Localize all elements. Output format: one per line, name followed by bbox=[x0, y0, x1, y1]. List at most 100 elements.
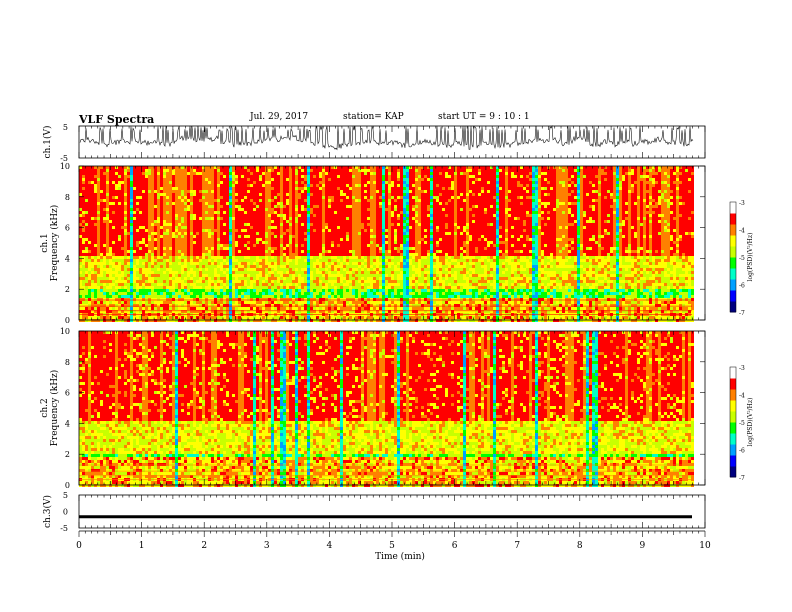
spectrogram-cell bbox=[211, 211, 214, 214]
spectrogram-cell bbox=[334, 178, 337, 181]
spectrogram-cell bbox=[265, 292, 268, 295]
spectrogram-cell bbox=[208, 265, 211, 268]
spectrogram-cell bbox=[226, 280, 229, 283]
spectrogram-cell bbox=[247, 199, 250, 202]
spectrogram-cell bbox=[100, 301, 103, 304]
spectrogram-cell bbox=[301, 250, 304, 253]
spectrogram-cell bbox=[325, 283, 328, 286]
spectrogram-cell bbox=[337, 316, 340, 319]
spectrogram-cell bbox=[88, 271, 91, 274]
spectrogram-cell bbox=[187, 244, 190, 247]
spectrogram-cell bbox=[232, 244, 235, 247]
spectrogram-cell bbox=[100, 259, 103, 262]
spectrogram-cell bbox=[97, 295, 100, 298]
spectrogram-cell bbox=[136, 202, 139, 205]
spectrogram-cell bbox=[229, 256, 232, 259]
spectrogram-cell bbox=[181, 259, 184, 262]
spectrogram-cell bbox=[283, 190, 286, 193]
spectrogram-cell bbox=[328, 319, 331, 322]
spectrogram-cell bbox=[205, 319, 208, 322]
spectrogram-cell bbox=[199, 220, 202, 223]
spectrogram-cell bbox=[160, 250, 163, 253]
spectrogram-cell bbox=[286, 244, 289, 247]
spectrogram-cell bbox=[304, 172, 307, 175]
spectrogram-cell bbox=[265, 310, 268, 313]
spectrogram-cell bbox=[109, 280, 112, 283]
spectrogram-cell bbox=[106, 223, 109, 226]
spectrogram-cell bbox=[187, 184, 190, 187]
spectrogram-cell bbox=[118, 310, 121, 313]
spectrogram-cell bbox=[124, 181, 127, 184]
spectrogram-cell bbox=[205, 316, 208, 319]
spectrogram-cell bbox=[256, 289, 259, 292]
spectrogram-cell bbox=[151, 289, 154, 292]
spectrogram-cell bbox=[313, 223, 316, 226]
spectrogram-cell bbox=[337, 187, 340, 190]
spectrogram-cell bbox=[343, 232, 346, 235]
spectrogram-cell bbox=[199, 274, 202, 277]
spectrogram-cell bbox=[244, 229, 247, 232]
spectrogram-cell bbox=[121, 184, 124, 187]
spectrogram-cell bbox=[148, 193, 151, 196]
spectrogram-cell bbox=[112, 283, 115, 286]
spectrogram-cell bbox=[229, 184, 232, 187]
spectrogram-cell bbox=[328, 265, 331, 268]
spectrogram-cell bbox=[337, 289, 340, 292]
spectrogram-cell bbox=[127, 229, 130, 232]
spectrogram-cell bbox=[163, 307, 166, 310]
spectrogram-cell bbox=[250, 256, 253, 259]
spectrogram-cell bbox=[79, 301, 82, 304]
spectrogram-cell bbox=[283, 175, 286, 178]
spectrogram-cell bbox=[91, 289, 94, 292]
spectrogram-cell bbox=[214, 262, 217, 265]
spectrogram-cell bbox=[283, 265, 286, 268]
spectrogram-cell bbox=[241, 301, 244, 304]
spectrogram-cell bbox=[295, 268, 298, 271]
spectrogram-cell bbox=[85, 280, 88, 283]
spectrogram-cell bbox=[169, 298, 172, 301]
spectrogram-cell bbox=[85, 274, 88, 277]
spectrogram-cell bbox=[307, 235, 310, 238]
spectrogram-cell bbox=[247, 208, 250, 211]
spectrogram-cell bbox=[172, 190, 175, 193]
spectrogram-cell bbox=[328, 214, 331, 217]
spectrogram-cell bbox=[106, 253, 109, 256]
spectrogram-cell bbox=[325, 319, 328, 322]
spectrogram-cell bbox=[346, 193, 349, 196]
spectrogram-cell bbox=[298, 268, 301, 271]
spectrogram-cell bbox=[193, 256, 196, 259]
spectrogram-cell bbox=[190, 175, 193, 178]
spectrogram-cell bbox=[304, 196, 307, 199]
spectrogram-cell bbox=[244, 211, 247, 214]
spectrogram-cell bbox=[307, 316, 310, 319]
spectrogram-cell bbox=[106, 310, 109, 313]
spectrogram-cell bbox=[115, 256, 118, 259]
spectrogram-cell bbox=[82, 241, 85, 244]
spectrogram-cell bbox=[79, 310, 82, 313]
spectrogram-cell bbox=[265, 235, 268, 238]
spectrogram-cell bbox=[226, 184, 229, 187]
spectrogram-cell bbox=[229, 244, 232, 247]
spectrogram-cell bbox=[88, 301, 91, 304]
spectrogram-cell bbox=[148, 223, 151, 226]
spectrogram-cell bbox=[346, 175, 349, 178]
spectrogram-cell bbox=[325, 199, 328, 202]
spectrogram-cell bbox=[235, 184, 238, 187]
spectrogram-cell bbox=[289, 292, 292, 295]
spectrogram-cell bbox=[124, 298, 127, 301]
spectrogram-cell bbox=[343, 316, 346, 319]
spectrogram-cell bbox=[328, 175, 331, 178]
spectrogram-cell bbox=[103, 316, 106, 319]
spectrogram-cell bbox=[274, 184, 277, 187]
spectrogram-cell bbox=[199, 316, 202, 319]
spectrogram-cell bbox=[172, 253, 175, 256]
spectrogram-cell bbox=[247, 280, 250, 283]
spectrogram-cell bbox=[223, 220, 226, 223]
spectrogram-cell bbox=[103, 280, 106, 283]
spectrogram-cell bbox=[235, 238, 238, 241]
spectrogram-cell bbox=[184, 226, 187, 229]
spectrogram-cell bbox=[295, 241, 298, 244]
spectrogram-cell bbox=[253, 250, 256, 253]
spectrogram-cell bbox=[229, 295, 232, 298]
spectrogram-cell bbox=[265, 271, 268, 274]
